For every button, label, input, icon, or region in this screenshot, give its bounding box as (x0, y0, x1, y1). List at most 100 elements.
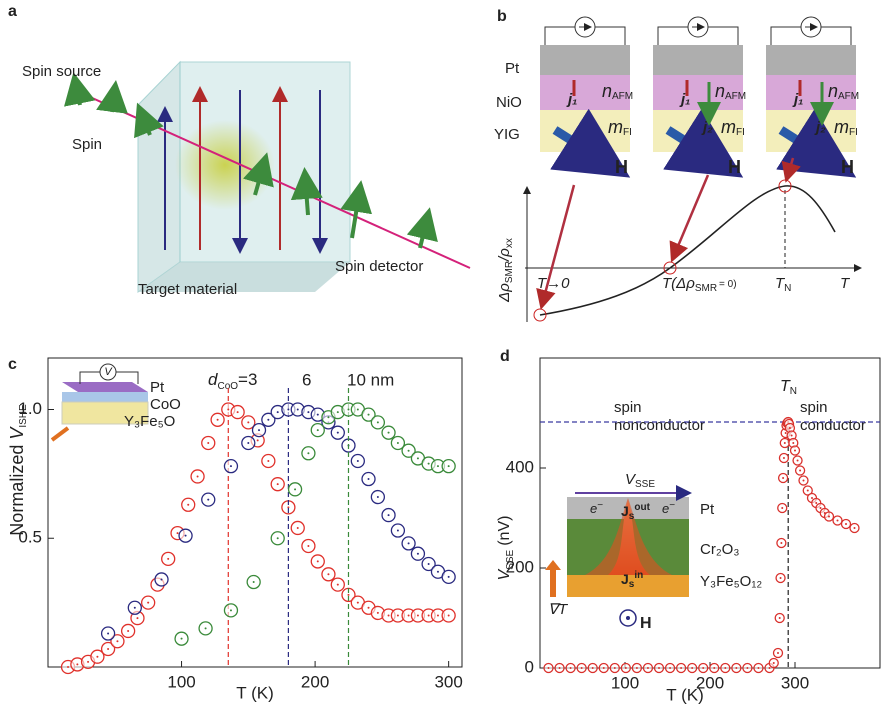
point-dot (296, 408, 299, 411)
point-dot (724, 667, 727, 669)
point-dot (136, 617, 139, 620)
point-dot (802, 479, 805, 482)
field-label: H (841, 157, 854, 177)
point (653, 662, 665, 674)
order-label: nAFM (715, 81, 746, 102)
point-dot (782, 477, 785, 479)
point-dot (367, 413, 370, 416)
pointer-arrows (536, 157, 801, 310)
point (789, 445, 801, 456)
current-label: j₂ (814, 119, 826, 136)
point-dot (107, 632, 110, 635)
current-label: j₂ (701, 119, 713, 136)
point (832, 515, 843, 526)
point-dot (447, 465, 450, 468)
arrow (50, 426, 70, 442)
point (201, 492, 216, 507)
layer (567, 575, 689, 597)
point-dot (778, 617, 781, 619)
meter-label: V (104, 366, 113, 378)
spin-cloud (175, 120, 275, 210)
point (390, 523, 406, 538)
point (270, 404, 285, 420)
point (251, 422, 267, 438)
layer (62, 392, 148, 402)
point (664, 662, 676, 674)
point (270, 477, 285, 492)
annotation: nonconductor (614, 417, 705, 434)
panel-label: a (8, 3, 17, 20)
wire (544, 26, 626, 45)
point-dot (396, 441, 399, 444)
point-dot (316, 429, 319, 432)
point-dot (757, 667, 760, 669)
point-dot (316, 413, 319, 416)
y-tick-label: 200 (506, 557, 534, 576)
wire (770, 26, 852, 45)
point-dot (427, 563, 430, 565)
point-dot (287, 506, 290, 509)
point-dot (806, 489, 809, 492)
x-axis-label: T (K) (236, 683, 273, 702)
point (777, 472, 789, 484)
point-dot (796, 459, 799, 462)
point-dot (207, 498, 210, 501)
point-dot (646, 667, 649, 669)
point-dot (387, 614, 390, 617)
point-dot (853, 527, 856, 529)
point-dot (819, 507, 822, 509)
field-symbol (626, 616, 630, 620)
point-dot (772, 662, 775, 664)
point (330, 577, 345, 592)
point-dot (387, 514, 390, 517)
point-dot (356, 408, 359, 411)
point (198, 621, 213, 636)
field-arrow (776, 108, 857, 178)
point-dot (407, 542, 410, 545)
point-dot (768, 667, 771, 669)
slab-side (137, 60, 181, 293)
annotation: TN (780, 378, 797, 396)
point (287, 482, 303, 497)
point-dot (307, 452, 310, 455)
layer-label: Y₃Fe₅O (124, 413, 175, 430)
point (587, 662, 598, 674)
point (642, 662, 654, 674)
point-dot (591, 667, 594, 669)
point-dot (735, 667, 738, 669)
point (775, 572, 786, 584)
point-dot (247, 441, 250, 444)
point (223, 603, 239, 618)
point-dot (180, 637, 183, 640)
point-dot (256, 439, 259, 442)
point (698, 662, 709, 674)
point-dot (247, 421, 250, 424)
point-dot (407, 449, 410, 452)
point-dot (447, 575, 450, 578)
point-dot (436, 570, 439, 573)
point (753, 662, 764, 674)
point (223, 458, 239, 474)
point (154, 572, 169, 587)
point-dot (387, 431, 390, 434)
order-label: mFI (721, 117, 745, 138)
point-dot (367, 478, 370, 481)
point (127, 600, 142, 615)
symbol: n (602, 81, 612, 101)
point-dot (547, 667, 550, 669)
point-dot (184, 534, 187, 537)
point (100, 641, 116, 657)
point-dot (133, 606, 136, 609)
point (178, 528, 193, 543)
point (341, 587, 356, 603)
point-dot (416, 552, 419, 555)
point-dot (67, 666, 70, 668)
point (310, 422, 325, 438)
plot-frame (47, 357, 463, 668)
point-dot (316, 560, 319, 563)
point (230, 404, 245, 420)
point-dot (427, 614, 430, 617)
annotation: TN (775, 275, 791, 294)
y-axis-label: NormalizedVISHE (7, 404, 29, 536)
subscript: FI (736, 127, 745, 138)
